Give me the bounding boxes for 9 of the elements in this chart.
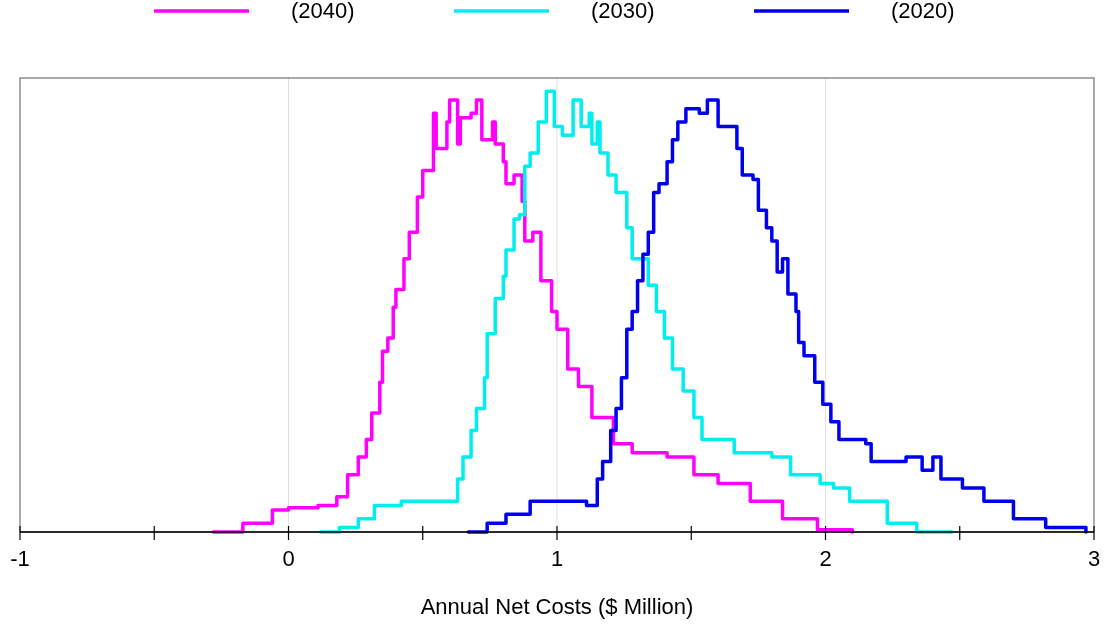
legend-label: (2020)	[891, 0, 955, 23]
x-tick-label: 0	[282, 546, 295, 571]
legend-label: (2030)	[591, 0, 655, 23]
x-tick-label: -1	[10, 546, 30, 571]
x-axis-title: Annual Net Costs ($ Million)	[420, 594, 694, 619]
x-tick-label: 2	[819, 546, 832, 571]
x-tick-label: 1	[550, 546, 564, 571]
legend-label: (2040)	[291, 0, 355, 23]
x-tick-label: 3	[1087, 546, 1101, 571]
